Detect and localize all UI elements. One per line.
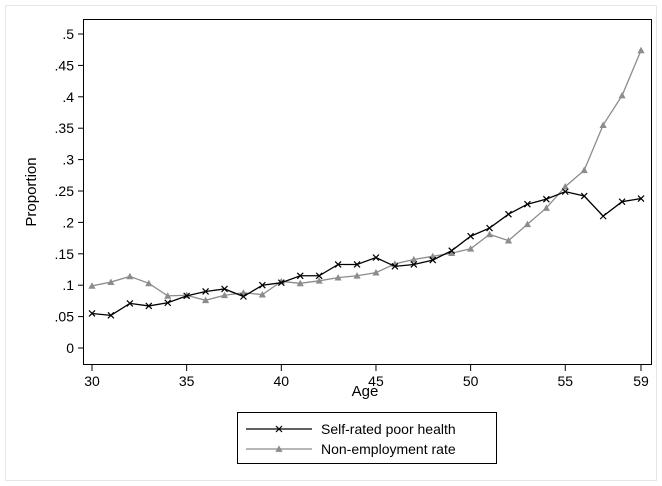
data-point [315,272,323,280]
series-layer [88,46,645,319]
data-point [88,282,96,289]
data-point [580,166,588,174]
legend-item: Self-rated poor health [246,421,456,437]
y-tick-label: .35 [55,120,75,136]
x-tick-label: 55 [557,373,573,389]
plot-area [83,19,652,365]
data-point [410,261,418,268]
data-point [485,230,494,238]
data-point [504,237,513,244]
data-point [618,198,626,206]
data-point [145,279,153,287]
y-tick-label: .15 [55,246,75,262]
data-point [221,285,228,293]
x-tick-label: 59 [633,373,649,389]
data-point [486,224,493,232]
data-point [372,269,380,276]
y-tick-label: .25 [55,183,75,199]
data-point [599,212,607,220]
data-point [505,210,512,218]
legend: Self-rated poor health Non-employment rat… [237,412,497,464]
data-point [599,121,607,128]
data-point [523,200,531,208]
x-tick-label: 30 [84,373,100,389]
data-point [542,195,550,203]
data-point [164,292,172,299]
data-point [258,291,266,298]
data-point [542,204,550,211]
data-point [107,311,115,319]
data-point [448,247,456,255]
data-point [353,261,361,268]
data-point [637,195,645,202]
data-point [448,249,456,257]
data-point [372,254,380,261]
data-point [258,281,266,289]
series-line [91,50,642,301]
x-tick-label: 50 [463,373,479,389]
y-tick-label: .4 [62,89,74,105]
data-point [429,256,437,264]
data-point [145,302,153,310]
data-point [334,261,342,268]
data-point [618,91,626,99]
data-point [467,245,475,252]
series-line [91,190,642,317]
data-point [126,272,134,280]
data-point [580,192,588,200]
data-point [183,292,191,300]
data-point [353,272,361,279]
data-point [637,46,645,54]
x-tick-label: 40 [274,373,290,389]
data-point [561,188,569,196]
data-point [202,288,210,295]
data-point [275,445,283,452]
data-point [277,279,285,287]
data-point [126,299,134,307]
x-tick-label: 45 [368,373,384,389]
legend-label: Non-employment rate [321,441,456,457]
legend-box [237,412,497,464]
x-axis: 30 35 40 45 50 55 59 [84,365,649,389]
data-point [334,274,342,281]
y-tick-label: .1 [62,277,74,293]
x-tick-label: 35 [179,373,195,389]
y-tick-label: .5 [62,26,74,42]
y-tick-label: .2 [62,214,74,230]
y-tick-label: 0 [66,340,74,356]
data-point [296,279,304,287]
data-point [410,255,418,263]
data-point [391,262,399,270]
data-point [164,299,172,307]
y-axis-label: Proportion [23,157,40,226]
data-point [240,293,247,300]
data-point [523,220,532,228]
y-tick-label: .3 [62,152,74,168]
data-point [107,278,115,285]
legend-item: Non-employment rate [246,441,456,457]
x-axis-label: Age [352,383,379,400]
data-point [315,277,323,284]
data-point [561,183,569,190]
y-axis: 0 .05 .1 .15 .2 .25 .3 .35 .4 .45 .5 [55,26,84,356]
data-point [467,232,475,240]
legend-label: Self-rated poor health [321,421,456,437]
data-point [201,296,210,304]
y-tick-label: .05 [55,309,75,325]
data-point [275,425,283,433]
y-tick-label: .45 [55,57,75,73]
data-point [296,272,304,280]
data-point [220,291,229,299]
series-self-rated-poor-health [88,188,645,319]
data-point [88,310,96,317]
